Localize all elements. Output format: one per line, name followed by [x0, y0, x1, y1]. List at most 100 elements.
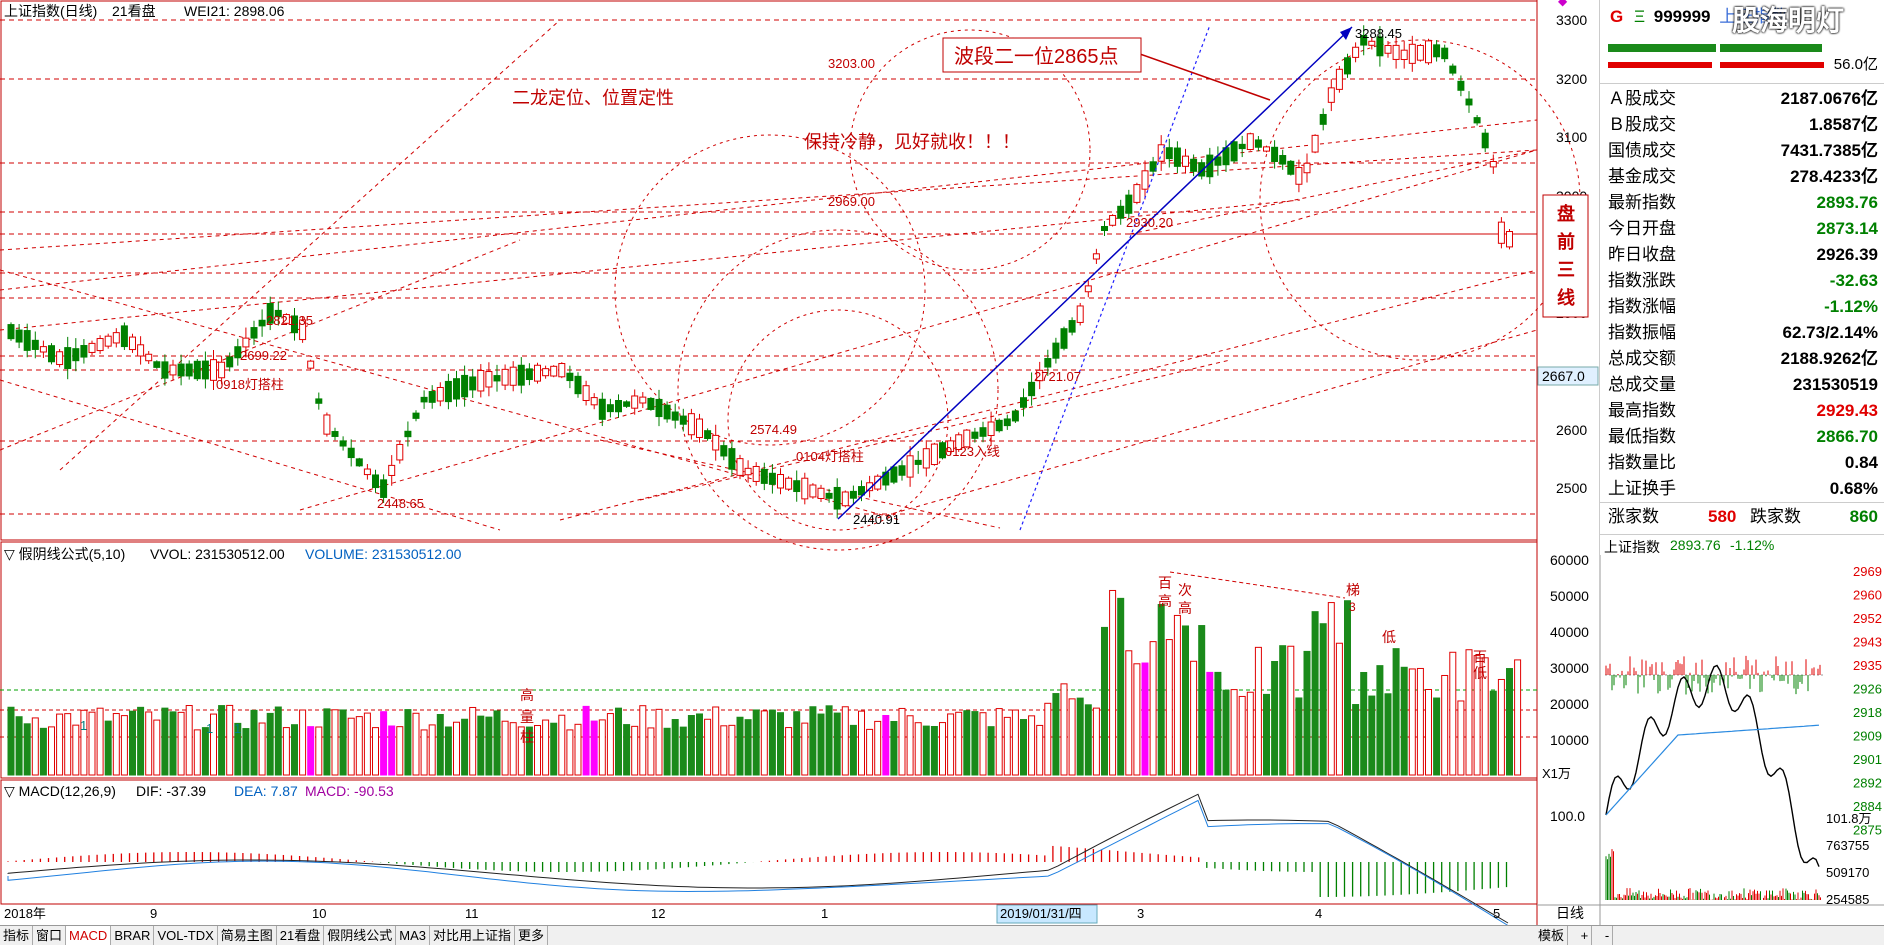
candle: [858, 486, 865, 496]
candle: [1133, 184, 1141, 203]
volume-bar: [574, 723, 582, 776]
candle: [307, 360, 315, 369]
toolbar-6[interactable]: 21看盘: [277, 926, 325, 945]
candle: [1311, 134, 1319, 153]
volume-bar: [339, 709, 347, 776]
candle: [80, 345, 88, 358]
candle: [939, 442, 946, 459]
toolbar-9[interactable]: 对比用上证指: [430, 926, 516, 945]
toolbar-8[interactable]: MA3: [396, 926, 431, 945]
macd-legend-macd: MACD: -90.53: [305, 783, 394, 799]
volume-bar: [744, 719, 752, 776]
candle: [177, 363, 185, 377]
toolbar-4[interactable]: VOL-TDX: [154, 926, 218, 945]
mini-axis-tick: 2943: [1853, 635, 1882, 650]
zoom-in-button[interactable]: +: [1578, 926, 1593, 945]
volume-bar: [906, 715, 914, 776]
volume-bar: [420, 729, 428, 776]
volume-bar: [914, 722, 922, 776]
row-label: 昨日收盘: [1608, 245, 1676, 264]
mini-axis-tick: 2918: [1853, 705, 1882, 720]
mark-high1-b: 高: [1158, 593, 1172, 609]
volume-bar: [671, 719, 679, 776]
volume-bar: [485, 716, 493, 776]
volume-bar: [1416, 667, 1424, 776]
volume-bar: [323, 708, 331, 776]
toolbar-3[interactable]: BRAR: [111, 926, 155, 945]
y-tick: 3300: [1556, 12, 1587, 28]
macd-axis-label: 100.0: [1550, 808, 1585, 824]
volume-bar: [841, 706, 849, 776]
candle: [1101, 225, 1108, 232]
candle: [404, 430, 412, 438]
candle: [606, 404, 614, 413]
panel-row: 最新指数 2893.76: [1600, 190, 1884, 215]
candle: [88, 342, 96, 353]
volume-bar: [777, 712, 784, 776]
label-0123: 0123入线: [945, 444, 1000, 459]
volume-bar: [1222, 689, 1230, 776]
row-label: 指数量比: [1608, 453, 1676, 472]
volume-bar: [315, 726, 323, 776]
template-button[interactable]: 模板: [1535, 926, 1569, 945]
volume-bar: [501, 720, 509, 776]
volume-bar: [995, 708, 1003, 776]
volume-bar: [1149, 641, 1157, 776]
toolbar-10[interactable]: 更多: [515, 926, 549, 945]
volume-bar: [72, 724, 80, 776]
volume-bar: [1344, 600, 1351, 776]
volume-bar: [1287, 645, 1295, 776]
premarket-1: 盘: [1557, 203, 1575, 224]
candle: [833, 486, 841, 510]
candle: [509, 366, 517, 386]
dragon-annotation: 二龙定位、位置定性: [512, 88, 674, 108]
candle: [250, 327, 258, 339]
panel-row: 指数涨跌 -32.63: [1600, 268, 1884, 293]
candle: [218, 361, 226, 379]
volume-bar: [1311, 611, 1319, 776]
up-label: 涨家数: [1608, 507, 1659, 526]
volume-bar: [849, 724, 857, 776]
mark-low2-a: 百: [1473, 649, 1487, 665]
toolbar-5[interactable]: 简易主图: [218, 926, 277, 945]
mini-name: 上证指数: [1604, 539, 1660, 555]
panel-row: 指数振幅 62.73/2.14%: [1600, 320, 1884, 345]
toolbar-2[interactable]: MACD: [66, 926, 112, 945]
premarket-3: 三: [1557, 260, 1575, 280]
indicator-toolbar: 指标 窗口 MACD BRAR VOL-TDX 简易主图 21看盘 假阴线公式 MA3 对比用上证…: [0, 925, 1884, 945]
candle: [23, 330, 31, 351]
label-3203: 3203.00: [828, 56, 875, 71]
row-label: 指数涨幅: [1608, 297, 1676, 316]
row-value: 231530519: [1792, 375, 1878, 394]
mark-low2-b: 低: [1473, 665, 1487, 681]
candle: [720, 445, 728, 457]
row-value: 2187.0676亿: [1780, 89, 1878, 108]
candle: [696, 418, 703, 438]
volume-bar: [1068, 698, 1076, 776]
candle: [760, 468, 768, 484]
candle: [331, 431, 339, 437]
row-label: Ｂ股成交: [1608, 115, 1676, 134]
volume-bar: [1271, 660, 1279, 776]
volume-bar: [647, 727, 655, 776]
toolbar-1[interactable]: 窗口: [33, 926, 67, 945]
volume-bar: [453, 721, 460, 776]
candle: [210, 359, 217, 381]
volume-bar: [1295, 697, 1303, 776]
toolbar-0[interactable]: 指标: [0, 926, 34, 945]
mini-axis-tick: 2960: [1853, 588, 1882, 603]
candle: [809, 484, 817, 498]
candle: [995, 419, 1003, 432]
candle: [1028, 381, 1036, 397]
mark-gao-c: 柱: [520, 729, 534, 745]
toolbar-7[interactable]: 假阴线公式: [324, 926, 397, 945]
volume-bar: [696, 713, 703, 776]
zoom-out-button[interactable]: -: [1602, 926, 1614, 945]
wave-annotation: 波段二一位2865点: [954, 45, 1119, 68]
candle: [979, 427, 987, 437]
wei21-label: WEI21: 2898.06: [184, 3, 285, 19]
candle: [7, 324, 15, 340]
candle: [347, 447, 355, 459]
macd-legend-dea: DEA: 7.87: [234, 783, 298, 799]
